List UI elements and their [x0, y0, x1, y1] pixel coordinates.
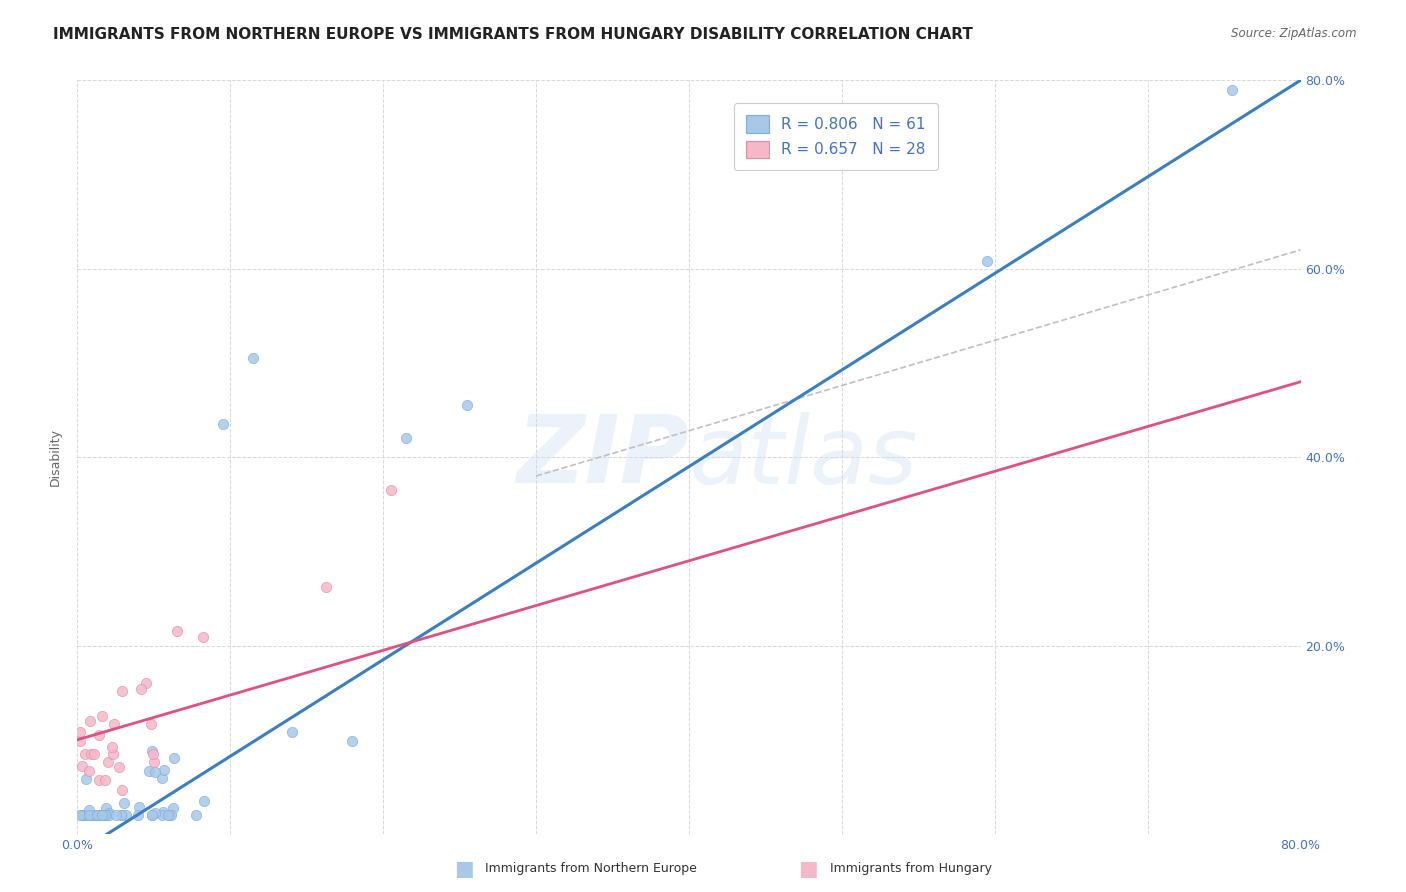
- Point: [72, 808, 94, 822]
- Point: [72, 808, 94, 822]
- Point: [97, 755, 120, 769]
- Point: [82, 808, 104, 822]
- Point: [101, 747, 124, 761]
- Point: [77, 808, 100, 822]
- Point: [456, 398, 478, 412]
- Point: [105, 808, 128, 822]
- Text: Source: ZipAtlas.com: Source: ZipAtlas.com: [1232, 27, 1357, 40]
- Point: [138, 764, 160, 778]
- Point: [114, 796, 136, 810]
- Point: [1220, 83, 1243, 97]
- Point: [89, 808, 111, 822]
- Point: [211, 417, 233, 432]
- Point: [115, 808, 138, 822]
- Point: [143, 805, 166, 820]
- Point: [159, 808, 181, 822]
- Point: [166, 624, 188, 639]
- Point: [79, 714, 101, 729]
- Point: [97, 805, 120, 820]
- Text: atlas: atlas: [689, 411, 917, 503]
- Point: [143, 765, 166, 780]
- Point: [87, 728, 110, 742]
- Point: [72, 808, 94, 822]
- Point: [83, 808, 105, 822]
- Point: [141, 744, 163, 758]
- Point: [87, 808, 110, 822]
- Legend: R = 0.806   N = 61, R = 0.657   N = 28: R = 0.806 N = 61, R = 0.657 N = 28: [734, 103, 938, 170]
- Text: Immigrants from Hungary: Immigrants from Hungary: [830, 863, 991, 875]
- Point: [80, 747, 103, 761]
- Point: [69, 725, 91, 739]
- Point: [98, 808, 121, 822]
- Point: [153, 763, 176, 777]
- Point: [87, 772, 110, 787]
- Point: [193, 794, 215, 808]
- Point: [93, 808, 115, 822]
- Text: IMMIGRANTS FROM NORTHERN EUROPE VS IMMIGRANTS FROM HUNGARY DISABILITY CORRELATIO: IMMIGRANTS FROM NORTHERN EUROPE VS IMMIG…: [53, 27, 973, 42]
- Text: ■: ■: [799, 859, 818, 879]
- Point: [315, 580, 337, 594]
- Point: [281, 724, 304, 739]
- Point: [111, 783, 134, 797]
- Point: [976, 254, 998, 268]
- Point: [77, 764, 100, 778]
- Point: [186, 808, 208, 822]
- Point: [162, 801, 184, 815]
- Point: [150, 771, 173, 785]
- Point: [89, 808, 111, 822]
- Point: [142, 747, 165, 761]
- Point: [72, 808, 94, 822]
- Point: [141, 717, 163, 731]
- Point: [395, 431, 418, 445]
- Point: [87, 808, 110, 822]
- Point: [94, 801, 117, 815]
- Point: [69, 734, 91, 748]
- Point: [93, 808, 115, 822]
- Point: [75, 772, 97, 787]
- Point: [90, 709, 112, 723]
- Point: [103, 717, 125, 731]
- Point: [191, 630, 214, 644]
- Point: [83, 747, 105, 761]
- Point: [70, 808, 93, 822]
- Point: [110, 808, 132, 822]
- Point: [143, 755, 166, 769]
- Point: [111, 808, 134, 822]
- Point: [69, 808, 91, 822]
- Point: [242, 351, 264, 366]
- Point: [90, 808, 112, 822]
- Text: Immigrants from Northern Europe: Immigrants from Northern Europe: [485, 863, 697, 875]
- Point: [150, 808, 173, 822]
- Point: [141, 808, 163, 822]
- Point: [157, 808, 180, 822]
- Text: ■: ■: [454, 859, 474, 879]
- Point: [163, 751, 186, 765]
- Point: [108, 759, 131, 773]
- Point: [86, 808, 108, 822]
- Point: [131, 682, 153, 697]
- Point: [152, 805, 174, 819]
- Point: [101, 739, 124, 754]
- Point: [141, 808, 163, 822]
- Point: [135, 675, 157, 690]
- Point: [90, 808, 112, 822]
- Point: [111, 684, 134, 698]
- Point: [70, 759, 93, 773]
- Point: [128, 800, 150, 814]
- Point: [73, 747, 96, 761]
- Point: [91, 808, 114, 822]
- Point: [127, 808, 149, 822]
- Point: [77, 808, 100, 822]
- Point: [79, 808, 101, 822]
- Point: [94, 808, 117, 822]
- Point: [86, 808, 108, 822]
- Y-axis label: Disability: Disability: [48, 428, 62, 486]
- Point: [156, 808, 179, 822]
- Point: [93, 808, 115, 822]
- Point: [77, 803, 100, 817]
- Point: [94, 772, 117, 787]
- Point: [342, 733, 364, 747]
- Text: ZIP: ZIP: [516, 411, 689, 503]
- Point: [380, 483, 402, 497]
